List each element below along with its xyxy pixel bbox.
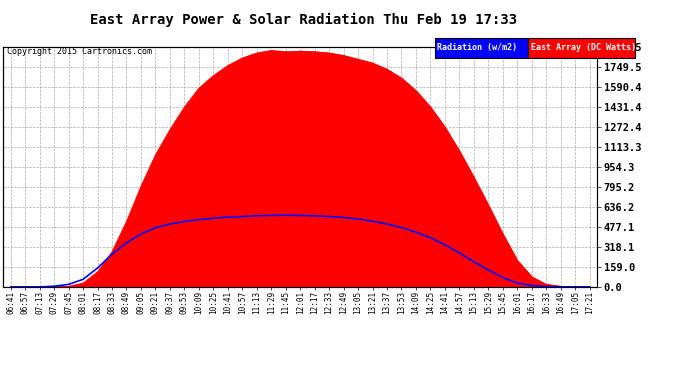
Text: East Array Power & Solar Radiation Thu Feb 19 17:33: East Array Power & Solar Radiation Thu F… [90, 13, 518, 27]
Text: East Array (DC Watts): East Array (DC Watts) [531, 44, 635, 52]
Text: Radiation (w/m2): Radiation (w/m2) [437, 44, 518, 52]
Text: Copyright 2015 Cartronics.com: Copyright 2015 Cartronics.com [7, 47, 152, 56]
